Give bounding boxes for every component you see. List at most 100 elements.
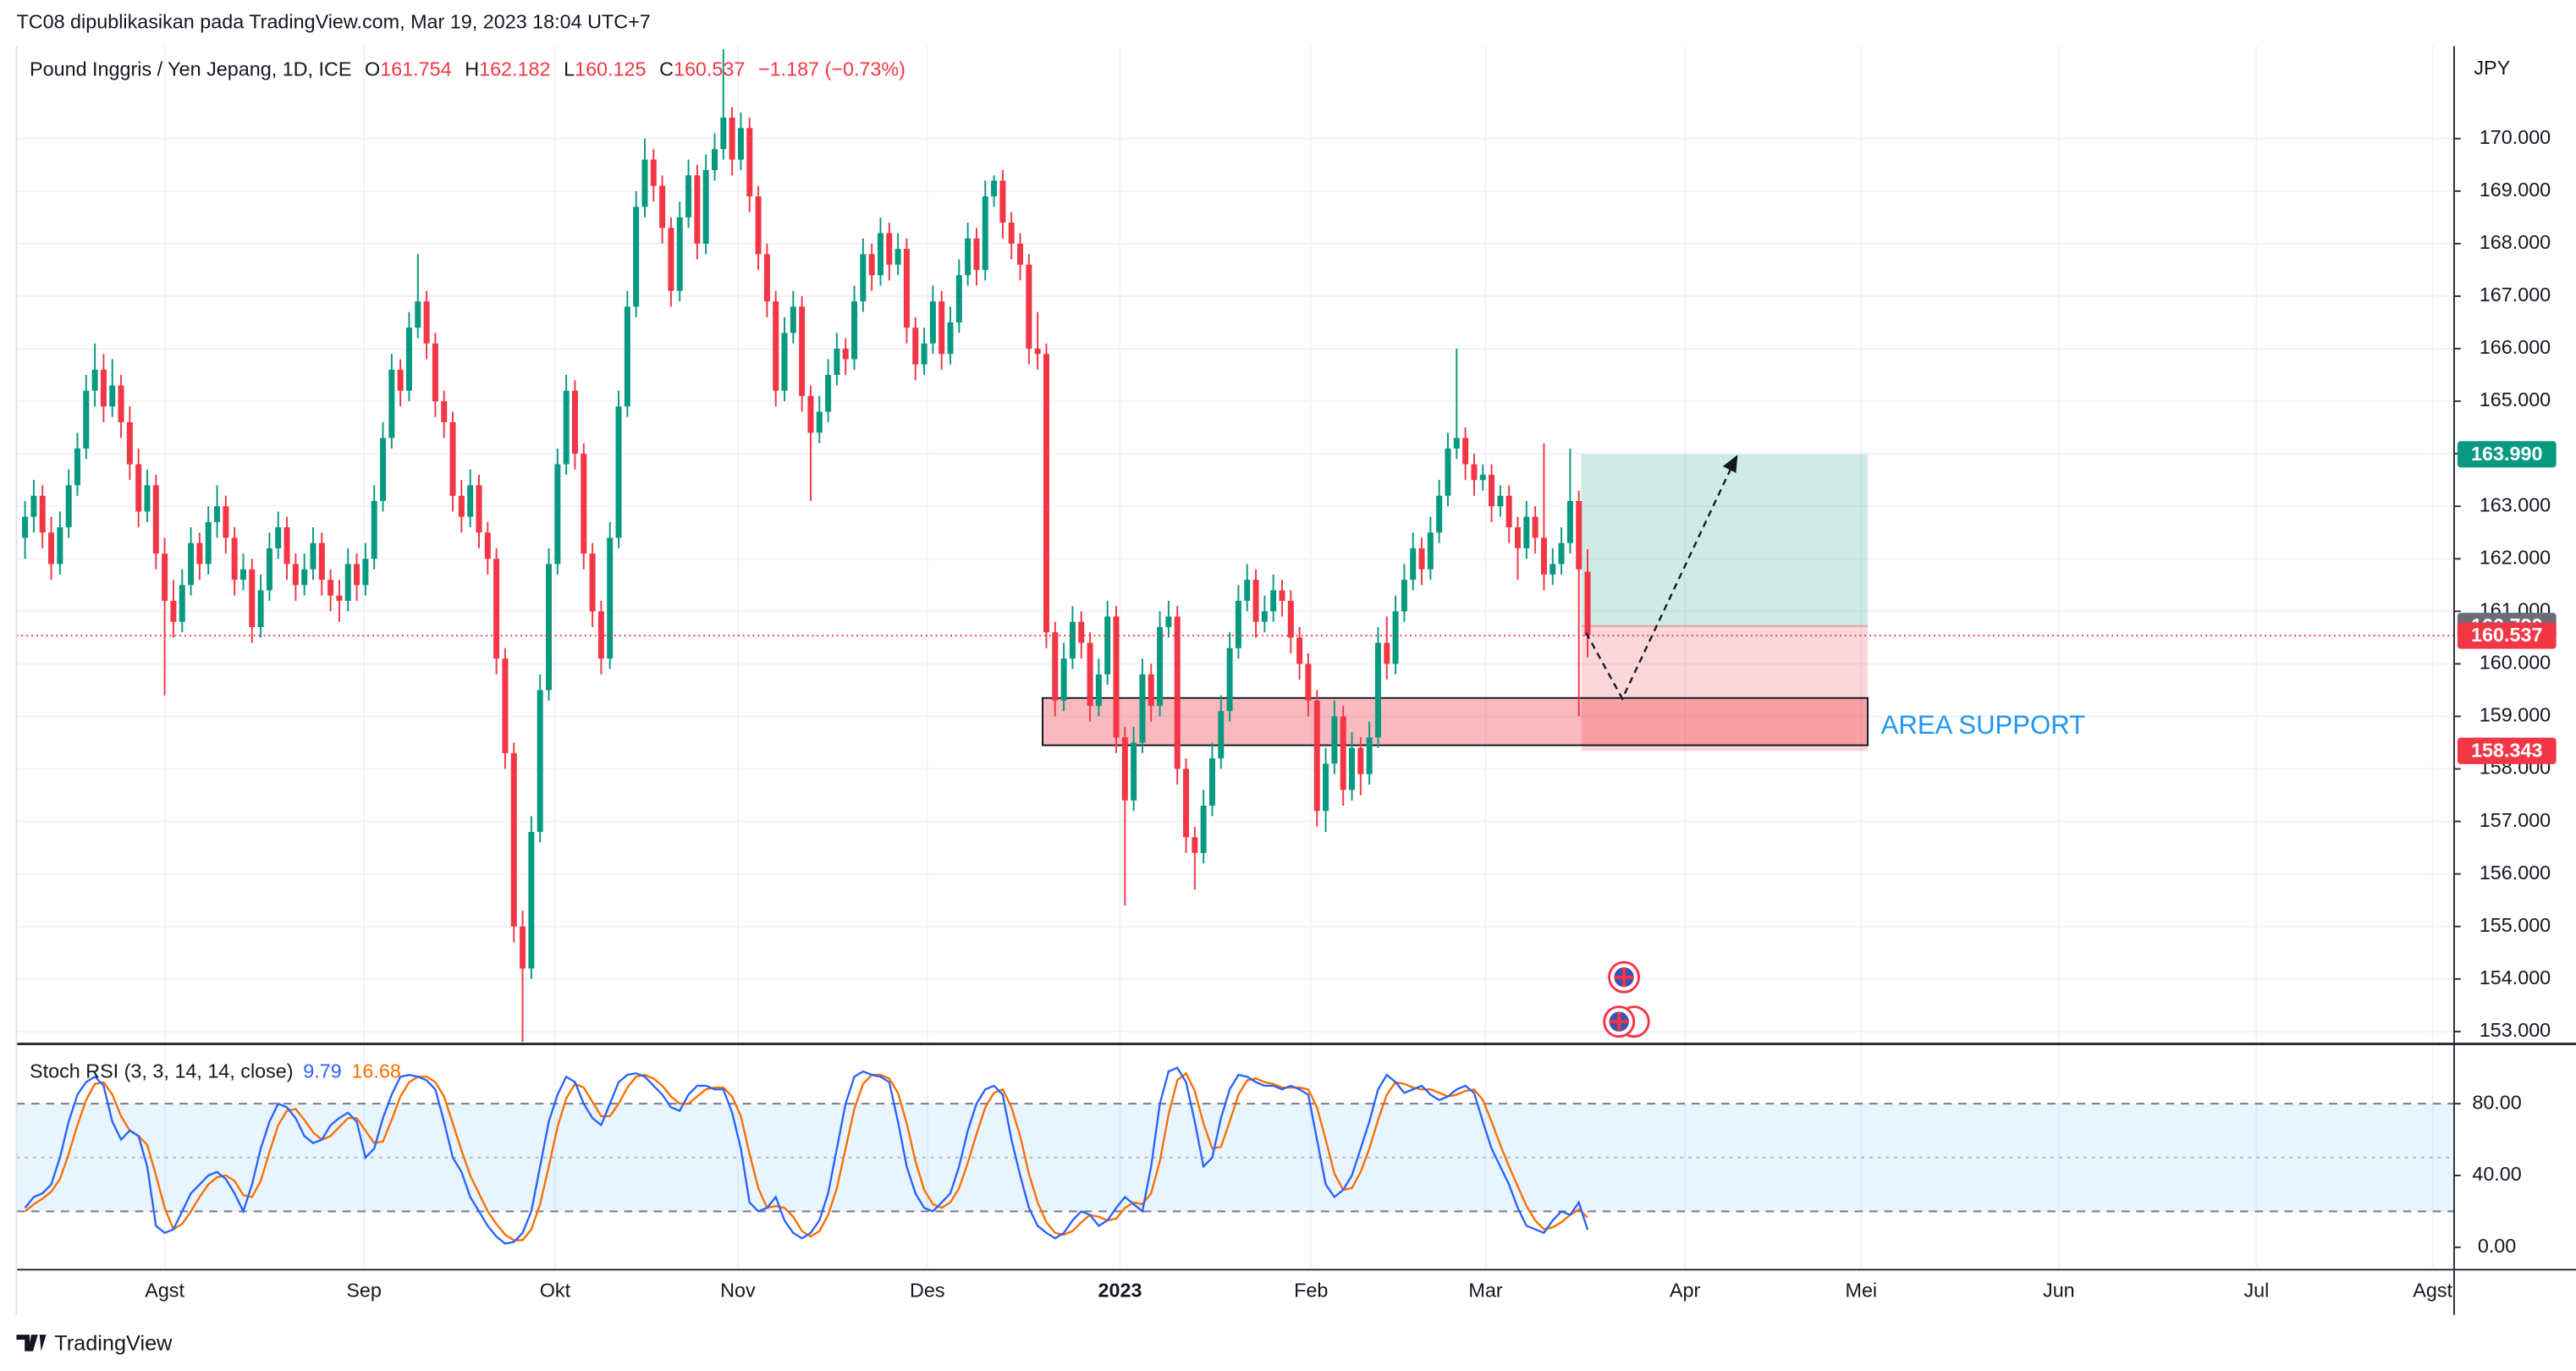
candle-body [860, 254, 867, 302]
candle-body [283, 527, 290, 564]
candle-body [1174, 616, 1181, 769]
candle-body [991, 180, 998, 197]
candle-body [763, 254, 770, 302]
candle-body [344, 564, 351, 601]
candle-body [982, 196, 988, 270]
candle-body [1305, 663, 1312, 701]
price-tag [2457, 622, 2557, 649]
candle-body [1218, 711, 1225, 759]
candle-body [1410, 548, 1417, 581]
candle-body [1462, 438, 1469, 465]
ohlc-value: 160.537 [674, 58, 745, 80]
candle-body [1471, 464, 1478, 481]
candle-body [1235, 600, 1241, 648]
candle-body [1078, 621, 1085, 643]
x-tick-label: Apr [1670, 1280, 1701, 1302]
candle-body [589, 553, 596, 612]
y-tick-label: 0.00 [2478, 1235, 2516, 1257]
candle-body [615, 406, 622, 538]
candle-body [938, 301, 945, 355]
candle-body [48, 532, 55, 564]
ohlc-value: 160.125 [575, 58, 646, 80]
candle-body [162, 553, 168, 601]
candle-body [1043, 354, 1049, 633]
candle-body [1445, 448, 1451, 496]
y-tick-label: 162.000 [2480, 546, 2551, 568]
candle-body [1252, 580, 1259, 622]
candle-body [502, 658, 509, 753]
candle-body [790, 306, 796, 333]
candle-body [74, 448, 80, 486]
candle-body [685, 175, 692, 217]
y-tick-label: 166.000 [2480, 336, 2551, 358]
candle-body [1479, 474, 1486, 481]
ohlc-label: C [659, 58, 674, 80]
position-stop-zone [1581, 625, 1869, 752]
y-tick-label: 156.000 [2480, 862, 2551, 884]
candle-body [318, 542, 325, 581]
legend: Pound Inggris / Yen Jepang, 1D, ICE O161.… [30, 58, 905, 80]
x-tick-label: Sep [346, 1280, 382, 1302]
price-tag-label: 163.990 [2471, 443, 2542, 465]
x-tick-label: Mar [1468, 1280, 1502, 1302]
candle-body [1183, 768, 1190, 838]
candle-body [1489, 474, 1495, 507]
candle-body [554, 464, 561, 564]
x-tick-label: 2023 [1098, 1280, 1142, 1302]
candle-body [371, 501, 377, 559]
candle-body [1436, 495, 1443, 533]
x-tick-label: Feb [1294, 1280, 1328, 1302]
candle-body [196, 542, 203, 564]
price-tag-label: 160.537 [2471, 624, 2542, 646]
candle-body [405, 328, 412, 391]
candle-body [188, 542, 195, 586]
candle-body [1139, 674, 1146, 743]
candle-body [702, 169, 709, 244]
support-label: AREA SUPPORT [1881, 710, 2086, 740]
candle-body [1418, 548, 1425, 570]
candle-body [659, 185, 666, 228]
candle-body [633, 206, 640, 307]
y-tick-label: 169.000 [2480, 179, 2551, 201]
candle-body [1576, 501, 1582, 570]
candle-body [842, 349, 849, 360]
candle-body [1026, 264, 1032, 350]
candle-body [1261, 611, 1268, 622]
stoch-d-value: 16.68 [351, 1060, 400, 1082]
candle-body [239, 569, 246, 581]
candle-body [1558, 542, 1565, 564]
candle-body [467, 485, 474, 517]
candle-body [1331, 716, 1338, 764]
x-tick-label: Des [910, 1280, 945, 1302]
candle-body [231, 537, 238, 581]
candle-body [999, 180, 1006, 223]
candle-body [275, 527, 282, 548]
candle-body [1366, 737, 1373, 774]
y-tick-label: 170.000 [2480, 126, 2551, 148]
candle-body [894, 249, 901, 265]
candle-body [607, 537, 614, 659]
candle-body [179, 585, 185, 622]
candle-body [921, 343, 927, 365]
x-tick-label: Nov [720, 1280, 756, 1302]
candle-body [354, 564, 361, 586]
candle-body [799, 306, 806, 396]
candle-body [328, 580, 334, 596]
candle-body [144, 485, 151, 512]
y-tick-label: 153.000 [2480, 1019, 2551, 1041]
candle-body [1208, 758, 1215, 806]
y-tick-label: 159.000 [2480, 704, 2551, 726]
projection-arrow [1585, 464, 1734, 702]
candle-body [476, 485, 482, 533]
candle-body [1401, 580, 1407, 612]
candle-body [624, 306, 630, 407]
candles [16, 49, 2454, 1043]
y-tick-label: 168.000 [2480, 231, 2551, 253]
candle-body [773, 301, 779, 391]
candle-body [668, 228, 674, 291]
candle-body [1270, 590, 1277, 612]
candle-body [581, 454, 587, 554]
candle-body [1034, 349, 1041, 355]
